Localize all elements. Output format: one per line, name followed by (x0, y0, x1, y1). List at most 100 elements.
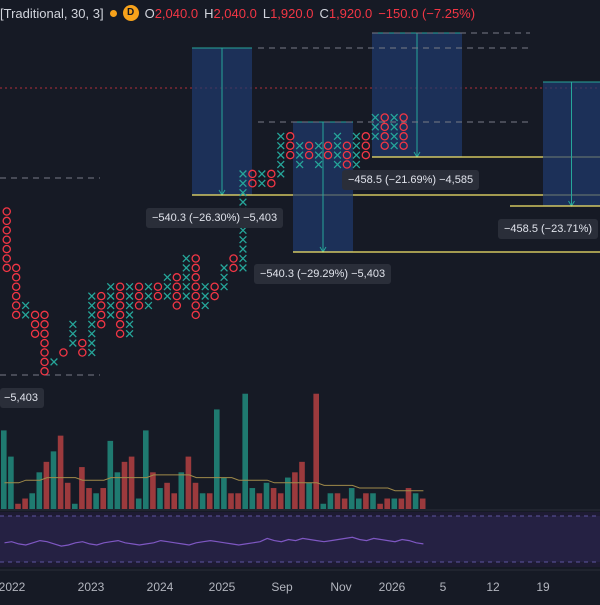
volume-bar (384, 498, 390, 509)
volume-bar (164, 482, 170, 509)
pnf-o-box (96, 310, 106, 320)
pnf-x-box (125, 311, 134, 319)
pnf-o-box (380, 113, 389, 122)
pnf-o-box (342, 141, 352, 150)
volume-bar (398, 498, 405, 509)
volume-bar (341, 498, 348, 509)
pnf-x-box (87, 329, 96, 338)
pnf-o-box (11, 282, 21, 291)
measure-label: −458.5 (−23.71%) (498, 219, 599, 239)
volume-bar (150, 472, 156, 509)
pnf-x-box (125, 292, 134, 300)
pnf-o-box (2, 216, 11, 226)
pnf-o-box (11, 301, 21, 310)
volume-bar (1, 430, 7, 509)
pnf-x-box (352, 160, 361, 169)
pnf-x-box (239, 170, 247, 178)
pnf-x-box (295, 141, 304, 150)
pnf-o-box (172, 291, 182, 301)
pnf-x-box (87, 339, 96, 347)
volume-bar (249, 488, 256, 509)
volume-bar (135, 498, 142, 509)
pnf-o-box (11, 263, 21, 273)
pnf-x-box (390, 113, 399, 122)
volume-bar (64, 482, 71, 509)
volume-bar (363, 493, 369, 509)
pnf-x-box (144, 292, 153, 300)
time-axis[interactable]: 2022 2023 2024 2025 Sep Nov 2026 5 12 19 (0, 572, 600, 600)
pnf-x-box (220, 282, 228, 291)
pnf-o-box (361, 141, 371, 150)
volume-bar (185, 456, 192, 509)
volume-bar (157, 488, 163, 509)
pnf-x-box (163, 282, 172, 291)
symbol-settings[interactable]: [Traditional, 30, 3] (0, 5, 104, 21)
pnf-x-box (314, 151, 323, 159)
pnf-x-box (390, 132, 399, 141)
volume-bar (206, 493, 213, 509)
pnf-o-box (11, 273, 21, 282)
measure-label: −540.3 (−26.30%) −5,403 (146, 208, 284, 228)
pnf-o-box (399, 122, 408, 132)
data-badge-icon[interactable]: D (122, 5, 139, 21)
volume-bar (72, 503, 78, 509)
volume-bar (86, 488, 92, 509)
volume-bar (100, 488, 106, 509)
chart-legend: [Traditional, 30, 3] D O2,040.0 H2,040.0… (0, 3, 475, 23)
pnf-x-box (87, 292, 96, 300)
time-tick: 2026 (378, 580, 406, 594)
pnf-x-box (276, 170, 285, 178)
ohlc-open: O2,040.0 (144, 5, 199, 21)
pnf-o-box (78, 338, 87, 348)
volume-bar (292, 472, 298, 509)
time-tick: 19 (536, 580, 550, 594)
pnf-o-box (248, 169, 257, 179)
pnf-x-box (239, 179, 247, 188)
pnf-o-box (115, 310, 125, 320)
pnf-x-box (182, 254, 191, 263)
volume-ma-line (4, 474, 424, 492)
pnf-o-box (115, 329, 125, 338)
pnf-x-box (314, 160, 323, 169)
time-tick: 2023 (77, 580, 105, 594)
volume-bar (377, 503, 383, 509)
pnf-o-box (115, 320, 125, 329)
pnf-o-box (2, 263, 11, 273)
pnf-o-box (285, 141, 295, 150)
pnf-x-box (239, 198, 247, 206)
pnf-o-box (134, 301, 144, 310)
volume-bar (50, 451, 57, 509)
pnf-o-box (153, 282, 163, 291)
pnf-x-box (182, 282, 191, 291)
pnf-x-box (87, 311, 96, 319)
pnf-x-box (295, 160, 304, 169)
pnf-o-box (342, 150, 352, 160)
pnf-o-box (191, 310, 200, 320)
volume-bar (263, 482, 270, 509)
volume-bar (313, 393, 319, 509)
pnf-x-box (276, 151, 285, 159)
pnf-o-box (191, 291, 200, 301)
time-tick: 12 (486, 580, 500, 594)
pnf-o-box (2, 254, 11, 263)
pnf-x-box (352, 132, 361, 141)
pnf-x-box (69, 320, 77, 329)
pnf-o-box (229, 263, 238, 273)
pnf-o-box (248, 179, 257, 188)
pnf-x-box (239, 254, 247, 263)
pnf-x-box (106, 282, 115, 291)
time-tick: 2025 (208, 580, 236, 594)
volume-bar (299, 461, 305, 509)
volume-bar (221, 477, 227, 509)
ohlc-high: H2,040.0 (204, 5, 257, 21)
volume-pane (1, 393, 426, 509)
pnf-x-box (220, 273, 228, 282)
pnf-o-box (380, 132, 389, 141)
pnf-o-box (380, 122, 389, 132)
pnf-x-box (201, 301, 210, 310)
volume-bar (214, 409, 220, 509)
pnf-o-box (134, 291, 144, 301)
pnf-o-box (2, 244, 11, 254)
